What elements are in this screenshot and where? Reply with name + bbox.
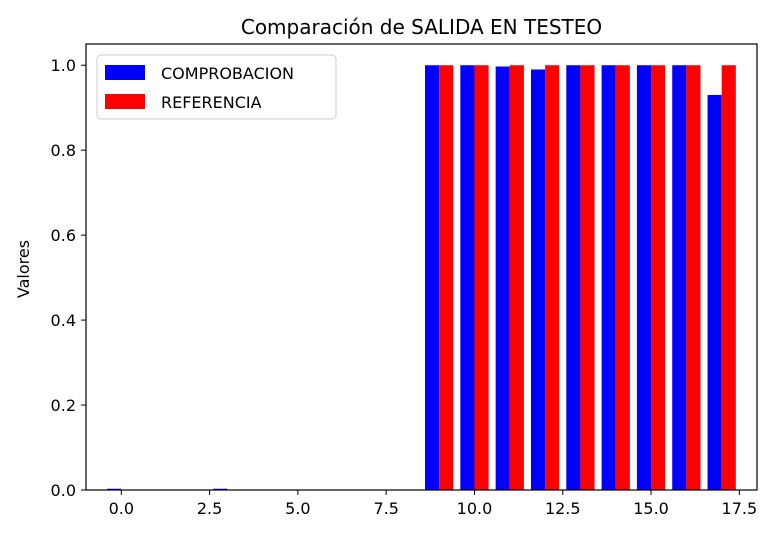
- legend-box: [96, 54, 337, 120]
- bar-comprobacion-0: [107, 488, 122, 490]
- legend: COMPROBACION REFERENCIA: [96, 54, 337, 120]
- bar-referencia-12: [545, 65, 560, 491]
- legend-label-comprobacion: COMPROBACION: [161, 64, 294, 83]
- bar-comprobacion-12: [530, 69, 546, 491]
- x-tick-label: 5.0: [285, 499, 310, 518]
- bar-comprobacion-10: [460, 65, 475, 491]
- y-axis-label: Valores: [14, 240, 33, 298]
- bar-comprobacion-3: [213, 488, 228, 490]
- bar-comprobacion-9: [425, 65, 440, 491]
- bar-referencia-17: [721, 65, 736, 491]
- legend-label-referencia: REFERENCIA: [161, 93, 262, 112]
- x-tick-label: 17.5: [722, 499, 758, 518]
- plot-frame: [85, 43, 758, 491]
- x-tick-label: 10.0: [457, 499, 493, 518]
- bar-comprobacion-13: [566, 65, 581, 491]
- x-tick-label: 2.5: [197, 499, 222, 518]
- plot-area: 0.0 2.5 5.0 7.5 10.0 12.5 15.0 17.5 0.0 0.2 0.4 0.6…: [51, 56, 758, 518]
- legend-swatch-referencia: [105, 94, 145, 109]
- y-tick-label: 0.4: [51, 311, 76, 330]
- y-tick-label: 0.2: [51, 396, 76, 415]
- chart-title: Comparación de SALIDA EN TESTEO: [241, 15, 602, 39]
- y-tick-label: 0.8: [51, 141, 76, 160]
- bar-comprobacion-16: [672, 65, 687, 491]
- x-tick-label: 12.5: [545, 499, 581, 518]
- bar-comprobacion-17: [707, 94, 722, 490]
- y-tick-label: 0.6: [51, 226, 76, 245]
- y-tick-label: 0.0: [51, 481, 76, 500]
- bar-referencia-9: [439, 65, 454, 491]
- bar-comprobacion-11: [495, 66, 510, 490]
- x-tick-label: 15.0: [633, 499, 669, 518]
- bar-referencia-14: [615, 65, 630, 491]
- x-tick-label: 0.0: [109, 499, 134, 518]
- y-tick-label: 1.0: [51, 56, 76, 75]
- x-tick-label: 7.5: [373, 499, 398, 518]
- bar-comprobacion-15: [636, 65, 652, 491]
- legend-swatch-comprobacion: [105, 65, 145, 80]
- bar-referencia-11: [509, 65, 524, 491]
- bar-comprobacion-14: [601, 65, 616, 491]
- bar-referencia-13: [580, 65, 595, 491]
- bar-referencia-15: [651, 65, 666, 491]
- bar-referencia-16: [686, 65, 701, 491]
- bar-referencia-10: [474, 65, 489, 491]
